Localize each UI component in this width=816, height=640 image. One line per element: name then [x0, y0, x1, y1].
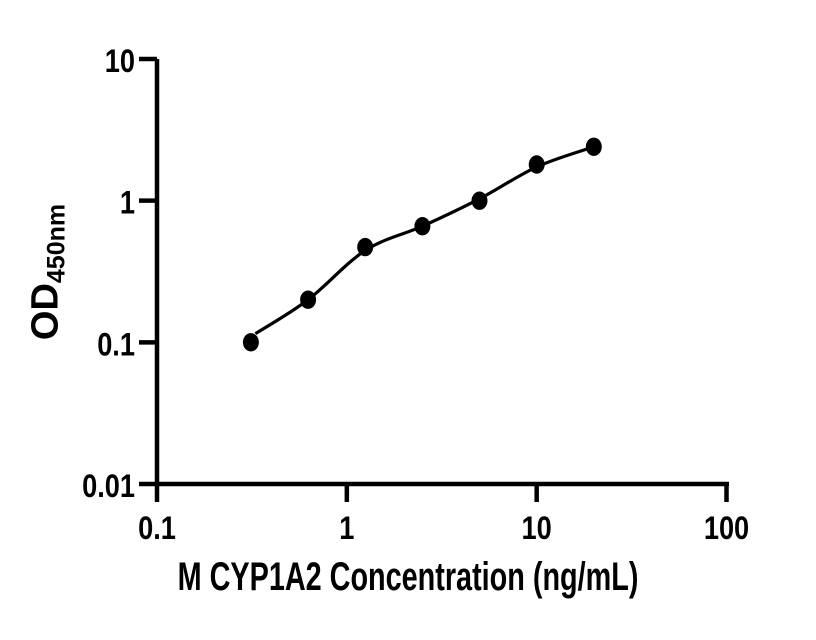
- x-tick-label: 10: [522, 511, 552, 547]
- y-axis-title-subscript: 450nm: [42, 203, 71, 284]
- x-tick-label: 1: [339, 511, 354, 547]
- data-point-marker: [300, 290, 317, 309]
- y-axis-title-main: OD: [24, 283, 67, 341]
- x-tick-label: 100: [704, 511, 749, 547]
- y-tick-label: 0.01: [82, 469, 135, 505]
- y-tick-label: 1: [120, 186, 135, 222]
- axis-lines: [154, 59, 729, 487]
- y-tick-label: 0.1: [97, 327, 135, 363]
- data-point-marker: [414, 217, 431, 236]
- y-axis-title: OD450nm: [24, 203, 71, 341]
- x-tick-label: 0.1: [138, 511, 176, 547]
- x-axis-title: M CYP1A2 Concentration (ng/mL): [0, 557, 816, 597]
- y-tick-label: 10: [105, 44, 135, 80]
- data-point-marker: [357, 237, 374, 257]
- data-point-marker: [528, 155, 545, 174]
- data-point-marker: [242, 333, 259, 352]
- x-axis-title-text: M CYP1A2 Concentration (ng/mL): [177, 555, 639, 599]
- data-point-marker: [585, 137, 602, 156]
- data-point-marker: [471, 191, 488, 210]
